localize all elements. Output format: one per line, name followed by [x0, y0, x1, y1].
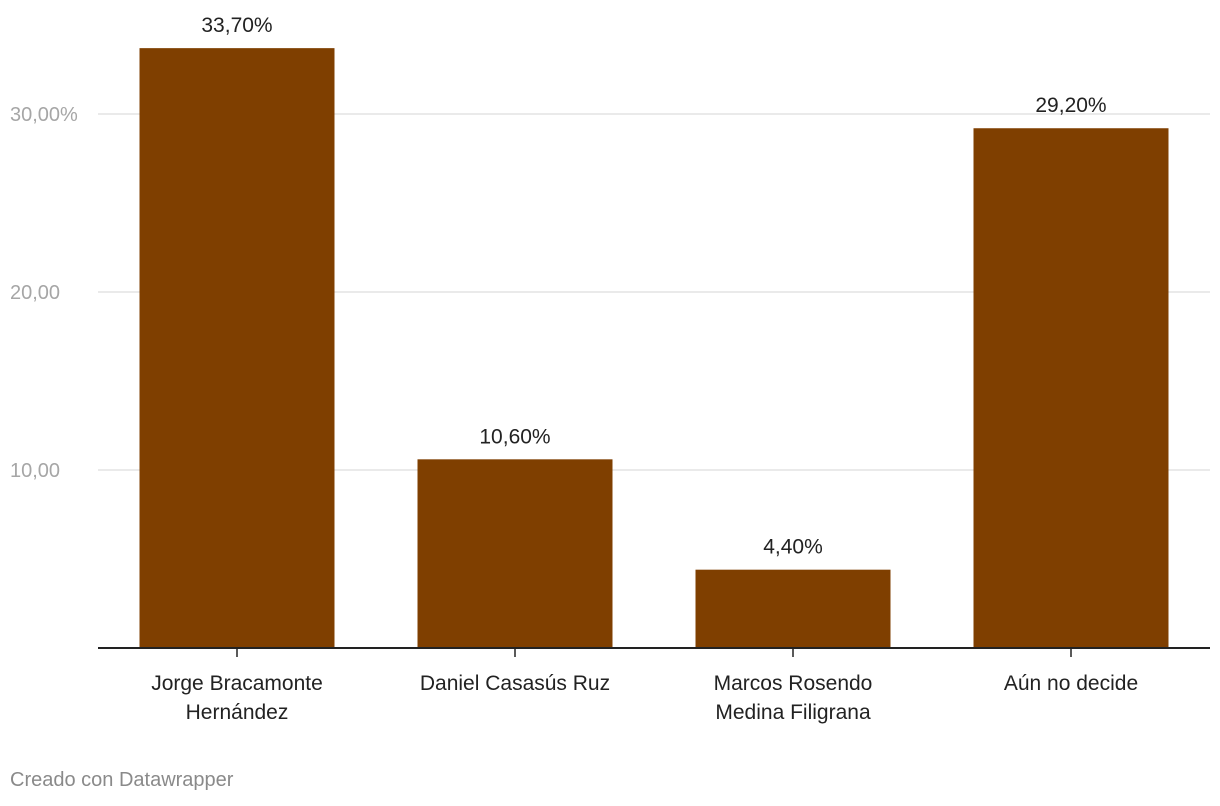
- bar: [417, 459, 613, 648]
- x-axis-category-labels: Jorge Bracamonte Hernández Daniel Casasús …: [151, 672, 1138, 724]
- x-category-label: Hernández: [186, 701, 289, 724]
- x-category-label: Daniel Casasús Ruz: [420, 672, 610, 695]
- value-label: 10,60%: [479, 425, 550, 448]
- value-labels: 33,70% 10,60% 4,40% 29,20%: [201, 14, 1106, 559]
- bar: [973, 128, 1169, 649]
- x-category-label: Medina Filigrana: [715, 701, 871, 724]
- x-category-label: Aún no decide: [1004, 672, 1138, 695]
- y-tick-label: 30,00%: [10, 104, 78, 126]
- value-label: 33,70%: [201, 14, 272, 37]
- bar: [139, 48, 335, 648]
- y-tick-label: 10,00: [10, 460, 60, 482]
- datawrapper-credit: Creado con Datawrapper: [10, 769, 234, 791]
- value-label: 4,40%: [763, 536, 823, 559]
- value-label: 29,20%: [1035, 94, 1106, 117]
- bars: [139, 48, 1169, 649]
- x-category-label: Marcos Rosendo: [714, 672, 873, 695]
- y-axis-tick-labels: 10,00 20,00 30,00%: [10, 104, 78, 482]
- bar: [695, 569, 891, 648]
- x-category-label: Jorge Bracamonte: [151, 672, 323, 695]
- y-tick-label: 20,00: [10, 282, 60, 304]
- x-axis-ticks: [236, 648, 1072, 657]
